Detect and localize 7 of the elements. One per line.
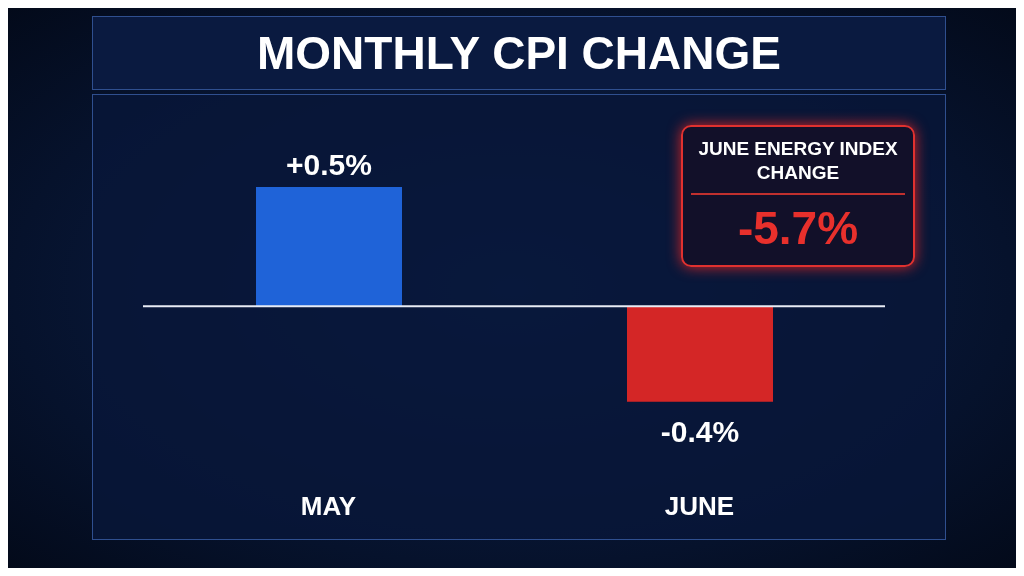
annotation: -5.7% [736, 201, 860, 255]
data-label: +0.5% [286, 147, 372, 181]
x-tick-label: MAY [300, 491, 357, 522]
data-label: -0.4% [660, 414, 740, 448]
text: JUNE ENERGY INDEX CHANGE [691, 137, 905, 195]
chart-title: MONTHLY CPI CHANGE [257, 26, 781, 80]
x-tick-label: JUNE [664, 491, 735, 522]
